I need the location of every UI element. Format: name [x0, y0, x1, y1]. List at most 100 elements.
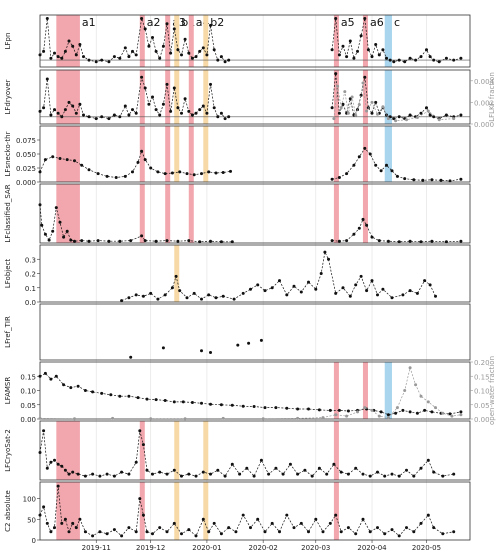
data-point	[187, 239, 191, 243]
data-point	[129, 239, 133, 243]
data-point	[198, 240, 202, 244]
data-point	[386, 416, 390, 420]
data-point	[346, 409, 350, 413]
data-point	[45, 466, 49, 470]
event-band-a4	[188, 70, 194, 124]
data-point	[216, 58, 220, 62]
y-tick-label: 50	[27, 516, 36, 524]
data-point	[120, 299, 124, 303]
data-point	[376, 293, 379, 297]
data-point	[330, 106, 334, 110]
data-point	[141, 443, 145, 447]
data-point	[134, 293, 138, 297]
data-point	[136, 160, 140, 164]
data-point	[444, 113, 448, 117]
panel-frame	[39, 183, 471, 244]
data-point	[385, 163, 388, 167]
data-point	[403, 60, 407, 64]
data-point	[141, 294, 145, 298]
panel-4: LFclassified_SAR	[4, 183, 471, 244]
data-point	[296, 472, 300, 476]
data-point	[392, 60, 396, 64]
y-tick-label: 0.1	[25, 285, 36, 293]
event-band-a3	[165, 184, 171, 243]
data-point	[147, 102, 151, 106]
data-point	[219, 403, 223, 407]
data-point	[47, 238, 51, 242]
data-point	[62, 383, 66, 387]
data-point	[45, 17, 49, 20]
data-point	[194, 111, 198, 115]
data-point	[412, 530, 416, 534]
data-point	[181, 400, 185, 404]
data-point	[109, 393, 113, 397]
data-point	[49, 460, 53, 464]
data-point	[140, 149, 144, 153]
data-point	[149, 291, 153, 295]
x-tick-label: 2020-04	[357, 544, 387, 552]
data-point	[408, 410, 412, 414]
data-point	[403, 177, 407, 181]
event-band-a5	[333, 15, 339, 67]
data-point	[80, 239, 84, 243]
data-point	[263, 530, 267, 534]
data-point	[337, 176, 341, 179]
data-point	[170, 171, 174, 175]
data-point	[209, 472, 212, 476]
data-point	[252, 474, 256, 478]
data-point	[187, 472, 191, 476]
data-point	[187, 528, 191, 532]
data-point	[430, 178, 434, 182]
data-point	[263, 406, 267, 410]
data-point	[216, 468, 220, 472]
event-band-a6	[362, 70, 368, 124]
data-point	[172, 86, 176, 90]
event-band-b1	[174, 482, 180, 540]
data-point	[361, 81, 365, 85]
data-point	[74, 526, 78, 530]
event-band-a5	[333, 184, 339, 243]
series-line	[332, 218, 461, 243]
data-point	[366, 48, 370, 52]
data-point	[419, 240, 423, 244]
data-point	[53, 108, 56, 112]
y-tick-label: 0.00	[20, 416, 36, 424]
data-point	[183, 37, 187, 41]
data-point	[178, 289, 182, 293]
data-point	[314, 287, 318, 291]
event-band-b2	[203, 482, 209, 540]
y-axis-label: LFobject	[4, 259, 12, 289]
data-point	[363, 17, 367, 20]
data-point	[236, 343, 240, 347]
data-point	[341, 102, 345, 106]
y-axis-label: LFAMSR	[4, 377, 12, 405]
y-tick-label: 100	[23, 496, 36, 504]
data-point	[426, 458, 430, 462]
data-point	[205, 111, 209, 115]
y2-tick-label: 0.20	[474, 359, 490, 367]
data-point	[459, 239, 463, 243]
data-point	[390, 528, 394, 532]
y-axis-label: LFsnecko-thr	[4, 131, 12, 176]
data-point	[281, 472, 285, 476]
event-band-b1	[174, 245, 180, 302]
data-point	[38, 451, 42, 454]
data-point	[51, 229, 55, 233]
data-point	[223, 474, 227, 478]
data-point	[207, 170, 211, 174]
event-band-b1	[174, 126, 180, 182]
data-point	[352, 232, 356, 236]
data-point	[58, 220, 62, 224]
data-point	[123, 104, 127, 108]
data-point	[352, 56, 356, 60]
event-band-c	[384, 70, 392, 124]
data-point	[259, 458, 263, 462]
panel-7: 0.00 0.05 0.10 0.15 LFAMSR 0.00 0.05 0.10 0.15 0.…	[4, 356, 496, 425]
data-point	[53, 458, 56, 462]
data-point	[91, 534, 95, 538]
data-point	[127, 394, 131, 398]
data-point	[345, 414, 349, 418]
y2-tick-label: 0.00	[474, 416, 490, 424]
data-point	[249, 287, 252, 291]
data-point	[76, 472, 80, 476]
